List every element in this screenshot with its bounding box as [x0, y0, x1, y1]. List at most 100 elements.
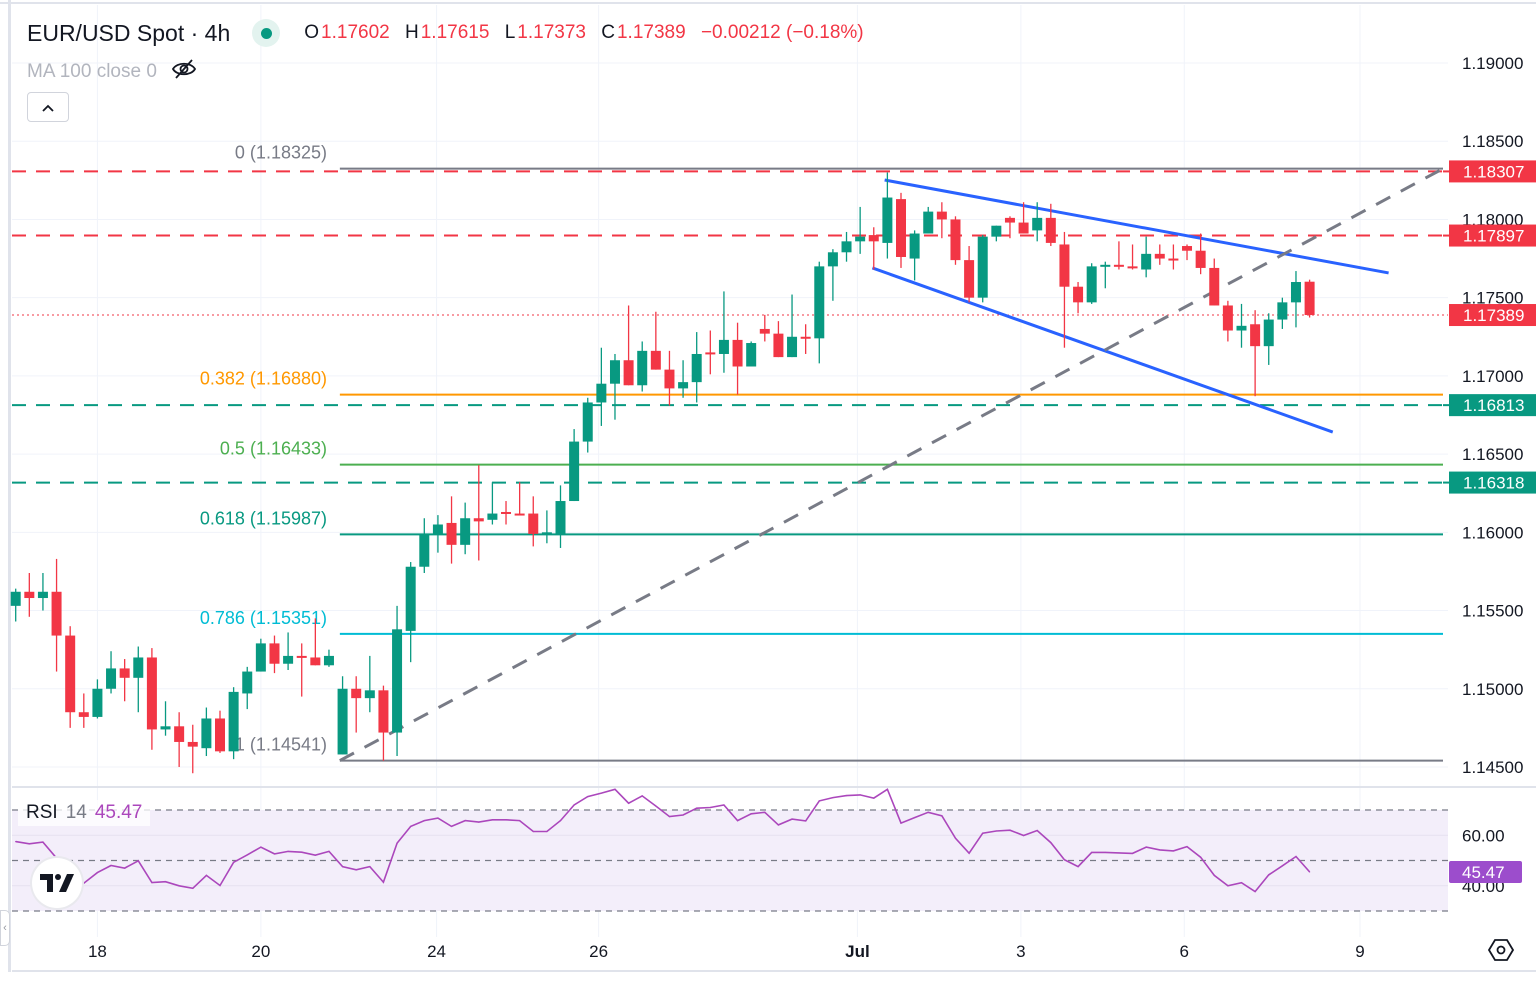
ma-legend[interactable]: MA 100 close 0	[27, 58, 197, 86]
candle[interactable]	[432, 515, 443, 553]
candle[interactable]	[800, 324, 811, 354]
eye-slash-icon[interactable]	[171, 58, 197, 86]
candle[interactable]	[855, 206, 866, 254]
candle[interactable]	[378, 685, 389, 761]
symbol-title[interactable]: EUR/USD Spot · 4h	[27, 19, 231, 46]
candle[interactable]	[24, 572, 35, 617]
candle[interactable]	[174, 712, 185, 767]
candle[interactable]	[201, 707, 212, 757]
candle[interactable]	[228, 687, 239, 760]
candle[interactable]	[1222, 300, 1233, 342]
candle[interactable]	[1127, 244, 1138, 270]
candle[interactable]	[1195, 233, 1206, 275]
candle[interactable]	[1004, 216, 1015, 239]
candle[interactable]	[1086, 263, 1097, 304]
candle[interactable]	[146, 648, 157, 750]
candle[interactable]	[773, 321, 784, 358]
candle[interactable]	[555, 485, 566, 548]
candle[interactable]	[460, 502, 471, 555]
candle[interactable]	[1141, 236, 1152, 278]
candle[interactable]	[1236, 303, 1247, 348]
candle[interactable]	[909, 230, 920, 281]
candle[interactable]	[923, 206, 934, 234]
candle[interactable]	[1045, 203, 1056, 247]
candle[interactable]	[691, 332, 702, 403]
candle[interactable]	[1304, 279, 1315, 318]
candle[interactable]	[119, 659, 130, 702]
candle[interactable]	[1100, 261, 1111, 289]
candle[interactable]	[746, 341, 757, 367]
rising-trendline-line[interactable]	[339, 167, 1444, 762]
candle[interactable]	[705, 330, 716, 375]
candle[interactable]	[392, 605, 403, 757]
candle[interactable]	[609, 353, 620, 420]
candle[interactable]	[1073, 282, 1084, 314]
candle[interactable]	[133, 646, 144, 713]
candle[interactable]	[623, 305, 634, 386]
candle[interactable]	[337, 676, 348, 755]
candle[interactable]	[868, 227, 879, 270]
candle[interactable]	[582, 397, 593, 453]
candle[interactable]	[936, 202, 947, 239]
candle[interactable]	[977, 235, 988, 303]
candle[interactable]	[528, 496, 539, 547]
candle[interactable]	[950, 216, 961, 265]
candle[interactable]	[405, 562, 416, 663]
candle[interactable]	[1263, 313, 1274, 365]
candle[interactable]	[323, 649, 334, 667]
candle[interactable]	[255, 638, 266, 672]
candle[interactable]	[1168, 244, 1179, 270]
chart-settings-button[interactable]	[1487, 938, 1515, 967]
candle[interactable]	[1018, 202, 1029, 234]
candle[interactable]	[78, 693, 89, 728]
candle[interactable]	[160, 701, 171, 736]
collapse-sidebar-handle[interactable]: ‹	[0, 910, 10, 946]
candle[interactable]	[487, 482, 498, 525]
candle[interactable]	[787, 294, 798, 358]
candle[interactable]	[1209, 258, 1220, 306]
candle[interactable]	[37, 572, 48, 611]
candle[interactable]	[1182, 244, 1193, 261]
candle[interactable]	[1277, 297, 1288, 329]
candle[interactable]	[896, 192, 906, 268]
candle[interactable]	[65, 626, 76, 728]
candle[interactable]	[242, 666, 253, 710]
collapse-legend-button[interactable]	[27, 92, 69, 122]
candle[interactable]	[501, 501, 512, 525]
candle[interactable]	[10, 588, 21, 622]
candle[interactable]	[569, 429, 580, 502]
candle[interactable]	[1154, 244, 1165, 265]
candle[interactable]	[964, 246, 975, 303]
candle[interactable]	[514, 482, 525, 516]
candle[interactable]	[1250, 310, 1261, 397]
candle[interactable]	[664, 350, 675, 406]
candle[interactable]	[310, 618, 321, 666]
candle[interactable]	[364, 655, 375, 713]
candle[interactable]	[51, 558, 62, 672]
candle[interactable]	[269, 635, 280, 674]
candle[interactable]	[283, 632, 294, 670]
candle[interactable]	[1059, 231, 1070, 348]
candle[interactable]	[106, 651, 117, 694]
candle[interactable]	[1113, 241, 1124, 270]
candle[interactable]	[215, 710, 225, 753]
channel-lower-line[interactable]	[871, 266, 1334, 434]
candle[interactable]	[678, 360, 689, 398]
candle[interactable]	[296, 643, 307, 697]
candle[interactable]	[718, 291, 729, 373]
candle[interactable]	[596, 347, 607, 426]
candle[interactable]	[841, 231, 852, 262]
rsi-line[interactable]	[15, 788, 1311, 893]
channel-upper-line[interactable]	[884, 178, 1389, 275]
candle[interactable]	[827, 249, 838, 301]
candle[interactable]	[446, 496, 457, 564]
candle[interactable]	[419, 518, 430, 573]
candle[interactable]	[732, 322, 743, 395]
candle[interactable]	[991, 225, 1002, 242]
candle[interactable]	[759, 314, 770, 342]
candle[interactable]	[1032, 202, 1043, 242]
candle[interactable]	[473, 465, 484, 561]
candle[interactable]	[351, 676, 362, 733]
candle[interactable]	[637, 341, 648, 392]
